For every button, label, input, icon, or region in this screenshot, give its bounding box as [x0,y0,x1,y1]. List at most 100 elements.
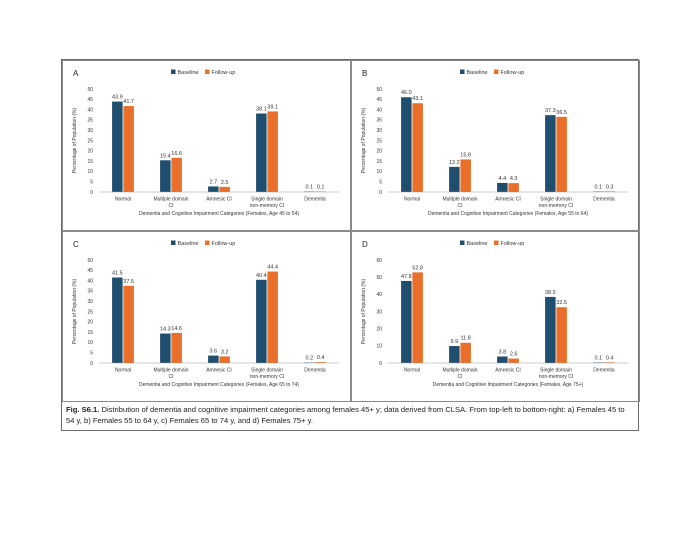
legend-label-followup: Follow-up [501,241,525,247]
data-label: 14.6 [171,326,182,332]
data-label: 2.7 [210,179,218,185]
bar-followup [556,307,567,363]
category-label: Single domain [540,368,572,374]
panel-label: C [73,240,79,249]
category-label: Amnesic CI [206,368,232,374]
data-label: 4.4 [499,176,507,182]
chart-panel-a: A Baseline Follow-up Percentage of Populati… [62,60,351,231]
y-tick-label: 45 [87,97,93,103]
y-tick-label: 30 [376,128,382,134]
bar-followup [315,362,326,363]
chart-panel-d: D Baseline Follow-up Percentage of Populati… [351,231,640,402]
data-label: 37.3 [545,108,556,114]
data-label: 52.8 [412,265,423,271]
legend-swatch-followup [494,240,499,245]
bar-followup [556,116,567,192]
data-label: 39.1 [267,104,278,110]
data-label: 15.8 [460,152,471,158]
data-label: 14.3 [160,327,171,333]
legend-swatch-followup [494,69,499,74]
caption-text: Distribution of dementia and cognitive i… [66,405,625,425]
bar-followup [219,186,230,192]
y-tick-label: 5 [90,180,93,186]
category-label: Multiple domain [153,197,188,203]
chart-a-svg: A Baseline Follow-up Percentage of Populati… [72,69,339,217]
data-label: 0.4 [606,355,614,361]
legend-label-baseline: Baseline [178,70,199,76]
data-label: 4.3 [510,176,518,182]
legend-label-followup: Follow-up [212,241,236,247]
bar-baseline [112,277,123,363]
data-label: 47.8 [401,274,412,280]
y-tick-label: 50 [87,258,93,264]
legend-swatch-baseline [460,240,465,245]
data-label: 0.3 [606,184,614,190]
bar-followup [604,191,615,192]
legend-label-baseline: Baseline [467,241,488,247]
y-tick-label: 40 [87,278,93,284]
legend-swatch-baseline [460,69,465,74]
data-label: 41.7 [123,99,134,105]
y-axis-title: Percentage of Population (%) [72,108,78,174]
bar-baseline [449,346,460,363]
data-label: 2.6 [510,352,518,358]
legend-swatch-followup [205,240,210,245]
y-tick-label: 40 [87,107,93,113]
category-label: Normal [404,368,420,374]
bar-followup [171,332,182,363]
y-tick-label: 35 [376,118,382,124]
legend-label-followup: Follow-up [501,70,525,76]
category-label: Single domain [251,368,283,374]
category-label: Multiple domain [442,197,477,203]
y-tick-label: 40 [376,107,382,113]
legend-swatch-followup [205,69,210,74]
legend-swatch-baseline [171,69,176,74]
data-label: 0.4 [317,355,325,361]
data-label: 2.5 [221,180,229,186]
bar-followup [460,159,471,192]
bar-baseline [449,166,460,192]
data-label: 0.1 [595,356,603,362]
bar-baseline [208,186,219,192]
legend-label-followup: Follow-up [212,70,236,76]
category-label: Single domain [251,197,283,203]
bar-followup [508,183,519,192]
bar-baseline [401,280,412,363]
bar-baseline [497,356,508,363]
category-label: Dementia [593,197,615,203]
y-axis-title: Percentage of Population (%) [361,108,367,174]
category-label: Dementia [593,368,615,374]
category-label: Amnesic CI [495,197,521,203]
bar-baseline [112,101,123,192]
y-tick-label: 35 [87,289,93,295]
y-tick-label: 25 [87,309,93,315]
x-axis-title: Dementia and Cognitive Impairment Catego… [428,211,588,217]
y-tick-label: 10 [376,344,382,350]
bar-followup [412,103,423,192]
category-label: Normal [115,197,131,203]
y-axis-title: Percentage of Population (%) [361,279,367,345]
y-tick-label: 30 [376,309,382,315]
category-label: non-memory CI [539,203,573,209]
category-label: Normal [115,368,131,374]
bar-baseline [160,160,171,192]
data-label: 36.5 [556,110,567,116]
category-label: Multiple domain [153,368,188,374]
chart-c-svg: C Baseline Follow-up Percentage of Populati… [72,240,339,388]
data-label: 0.1 [306,185,314,191]
data-label: 0.2 [306,356,314,362]
data-label: 40.4 [256,273,267,279]
data-label: 32.5 [556,300,567,306]
chart-panel-c: C Baseline Follow-up Percentage of Populati… [62,231,351,402]
data-label: 43.9 [112,95,123,101]
data-label: 9.9 [451,339,459,345]
category-label: Multiple domain [442,368,477,374]
bar-baseline [256,113,267,192]
bar-followup [460,342,471,363]
y-tick-label: 20 [376,326,382,332]
chart-d-svg: D Baseline Follow-up Percentage of Populati… [361,240,628,388]
bar-followup [171,157,182,192]
y-tick-label: 20 [87,320,93,326]
bar-baseline [256,279,267,363]
bar-followup [508,358,519,363]
